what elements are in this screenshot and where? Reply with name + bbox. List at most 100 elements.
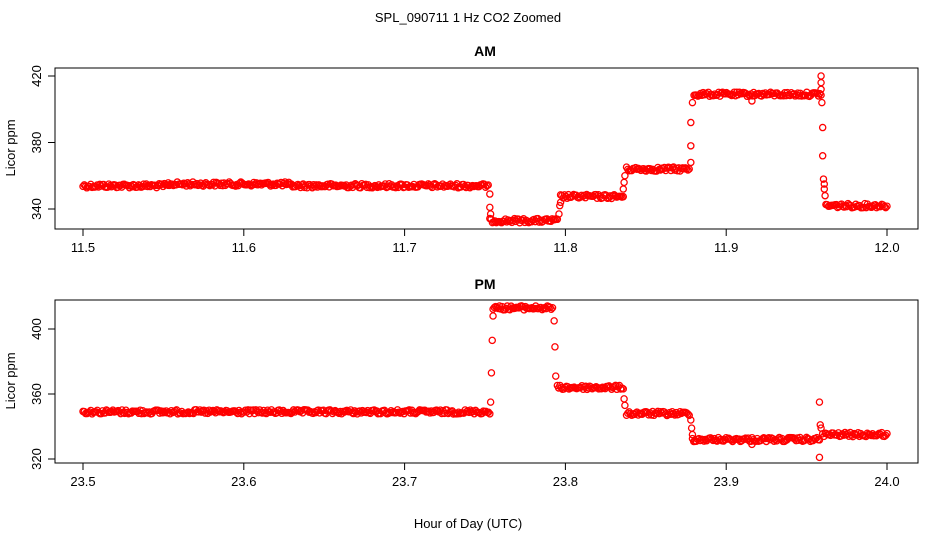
y-tick-label-pm-2: 400 bbox=[29, 318, 44, 340]
data-point-pm-521 bbox=[765, 433, 773, 442]
data-point-am-563 bbox=[816, 89, 824, 98]
x-tick-label-pm-5: 24.0 bbox=[874, 474, 899, 489]
data-point-pm-619 bbox=[621, 401, 629, 410]
data-point-pm-613 bbox=[488, 336, 496, 345]
figure-title: SPL_090711 1 Hz CO2 Zoomed bbox=[375, 10, 561, 25]
data-point-am-628 bbox=[817, 78, 825, 87]
data-point-am-629 bbox=[817, 85, 825, 94]
data-point-am-624 bbox=[687, 118, 695, 127]
points-pm bbox=[79, 302, 891, 462]
data-point-pm-617 bbox=[552, 372, 560, 380]
data-point-am-631 bbox=[818, 123, 827, 132]
data-point-am-625 bbox=[688, 98, 697, 107]
data-point-pm-63 bbox=[161, 408, 169, 417]
data-point-pm-560 bbox=[815, 436, 824, 444]
data-point-am-507 bbox=[743, 92, 751, 101]
data-point-am-617 bbox=[556, 201, 564, 210]
data-point-pm-412 bbox=[619, 385, 628, 393]
x-tick-label-pm-1: 23.6 bbox=[231, 474, 256, 489]
data-point-am-613 bbox=[486, 190, 494, 198]
data-point-pm-626 bbox=[816, 421, 825, 429]
data-point-am-436 bbox=[647, 166, 656, 175]
plot-frame-am bbox=[54, 67, 919, 230]
data-point-am-634 bbox=[820, 180, 829, 188]
data-point-am-490 bbox=[721, 90, 729, 98]
data-point-am-619 bbox=[619, 185, 628, 193]
x-axis-label: Hour of Day (UTC) bbox=[414, 516, 522, 531]
data-point-am-416 bbox=[619, 192, 628, 201]
data-point-am-10 bbox=[92, 182, 100, 191]
y-tick-label-pm-1: 360 bbox=[29, 383, 44, 405]
data-point-pm-609 bbox=[881, 431, 890, 440]
data-point-am-614 bbox=[486, 203, 494, 212]
data-point-am-520 bbox=[760, 90, 768, 99]
data-point-am-627 bbox=[817, 72, 825, 80]
data-point-pm-360 bbox=[548, 303, 557, 312]
data-point-pm-625 bbox=[815, 453, 824, 462]
data-point-am-465 bbox=[685, 165, 693, 173]
data-point-am-130 bbox=[246, 180, 254, 189]
y-axis-label-pm: Licor ppm bbox=[3, 352, 18, 409]
data-point-pm-611 bbox=[486, 398, 495, 406]
data-point-pm-312 bbox=[484, 408, 493, 416]
data-point-pm-627 bbox=[817, 424, 825, 432]
data-point-am-632 bbox=[818, 152, 827, 160]
x-tick-label-am-4: 11.9 bbox=[714, 240, 738, 255]
y-tick-label-am-0: 340 bbox=[29, 198, 44, 220]
panel-am: AM Licor ppm 11.5 11.6 11.7 11.8 11.9 12.0 340… bbox=[3, 43, 919, 255]
x-tick-label-am-3: 11.8 bbox=[553, 240, 577, 255]
x-tick-label-pm-3: 23.8 bbox=[553, 474, 578, 489]
data-point-pm-624 bbox=[815, 398, 824, 406]
data-point-am-623 bbox=[687, 142, 695, 150]
data-point-am-618 bbox=[556, 198, 565, 207]
data-point-pm-313 bbox=[486, 410, 494, 418]
data-point-am-610 bbox=[880, 202, 889, 211]
data-point-pm-60 bbox=[157, 407, 165, 415]
data-point-pm-623 bbox=[748, 440, 756, 449]
data-point-am-626 bbox=[748, 97, 756, 105]
x-tick-label-am-5: 12.0 bbox=[874, 240, 899, 255]
data-point-pm-62 bbox=[159, 407, 168, 416]
data-point-am-463 bbox=[682, 164, 691, 173]
x-tick-label-pm-4: 23.9 bbox=[714, 474, 739, 489]
data-point-am-622 bbox=[687, 158, 695, 167]
data-point-am-616 bbox=[555, 210, 563, 218]
data-point-am-395 bbox=[592, 190, 600, 199]
x-tick-label-am-0: 11.5 bbox=[71, 240, 95, 255]
data-point-pm-612 bbox=[487, 369, 496, 377]
y-tick-label-pm-0: 320 bbox=[29, 448, 44, 470]
panel-title-pm: PM bbox=[475, 276, 496, 292]
data-point-pm-359 bbox=[547, 305, 555, 313]
y-tick-label-am-2: 420 bbox=[29, 65, 44, 87]
x-tick-label-pm-2: 23.7 bbox=[392, 474, 417, 489]
data-point-pm-460 bbox=[684, 410, 692, 418]
data-point-pm-618 bbox=[620, 395, 628, 403]
data-point-pm-127 bbox=[244, 406, 252, 414]
data-point-pm-461 bbox=[685, 411, 693, 420]
data-point-pm-615 bbox=[550, 317, 558, 325]
data-point-am-633 bbox=[819, 175, 828, 183]
data-point-am-621 bbox=[621, 171, 629, 180]
y-tick-label-am-1: 380 bbox=[29, 132, 44, 154]
data-point-am-314 bbox=[484, 181, 492, 189]
plot-frame-pm bbox=[54, 299, 919, 464]
axes-am: 11.5 11.6 11.7 11.8 11.9 12.0 340 380 420 bbox=[29, 65, 900, 255]
data-point-am-464 bbox=[684, 166, 692, 174]
data-point-am-461 bbox=[680, 165, 688, 173]
axes-pm: 23.5 23.6 23.7 23.8 23.9 24.0 320 360 400 bbox=[29, 318, 900, 489]
data-point-am-611 bbox=[881, 203, 890, 212]
data-point-am-615 bbox=[486, 210, 495, 218]
x-tick-label-am-1: 11.6 bbox=[232, 240, 256, 255]
data-point-am-620 bbox=[620, 178, 628, 187]
data-point-pm-620 bbox=[687, 416, 695, 424]
data-point-am-636 bbox=[821, 191, 829, 200]
data-point-pm-616 bbox=[551, 343, 559, 351]
data-point-pm-610 bbox=[883, 429, 891, 438]
x-tick-label-am-2: 11.7 bbox=[392, 240, 416, 255]
y-axis-label-am: Licor ppm bbox=[3, 119, 18, 176]
points-am bbox=[79, 72, 891, 227]
x-tick-label-pm-0: 23.5 bbox=[70, 474, 95, 489]
data-point-pm-614 bbox=[489, 312, 497, 320]
